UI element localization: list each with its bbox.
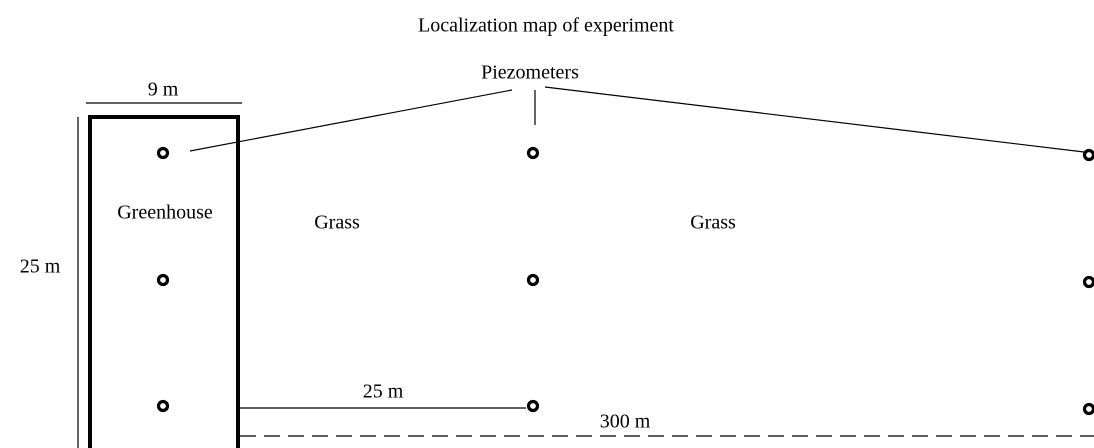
width-label: 9 m xyxy=(148,79,179,101)
callout-label: Piezometers xyxy=(481,62,579,84)
spacing-label: 25 m xyxy=(363,381,404,403)
area-label: Grass xyxy=(314,212,360,234)
area-label: Greenhouse xyxy=(117,202,213,224)
height-label: 25 m xyxy=(20,256,61,278)
piezometer xyxy=(526,399,540,413)
piezometer xyxy=(1082,148,1094,162)
callout-line xyxy=(189,89,513,152)
piezometer xyxy=(526,146,540,160)
title: Localization map of experiment xyxy=(418,15,674,37)
piezometers xyxy=(156,146,1094,416)
piezometer xyxy=(156,146,170,160)
piezometer xyxy=(1082,402,1094,416)
callout-line xyxy=(544,86,1085,153)
piezometer xyxy=(156,273,170,287)
piezometer xyxy=(156,399,170,413)
piezometer xyxy=(526,273,540,287)
area-label: Grass xyxy=(690,212,736,234)
greenhouse-box xyxy=(88,115,240,448)
piezometer xyxy=(1082,275,1094,289)
length-label: 300 m xyxy=(600,411,651,433)
